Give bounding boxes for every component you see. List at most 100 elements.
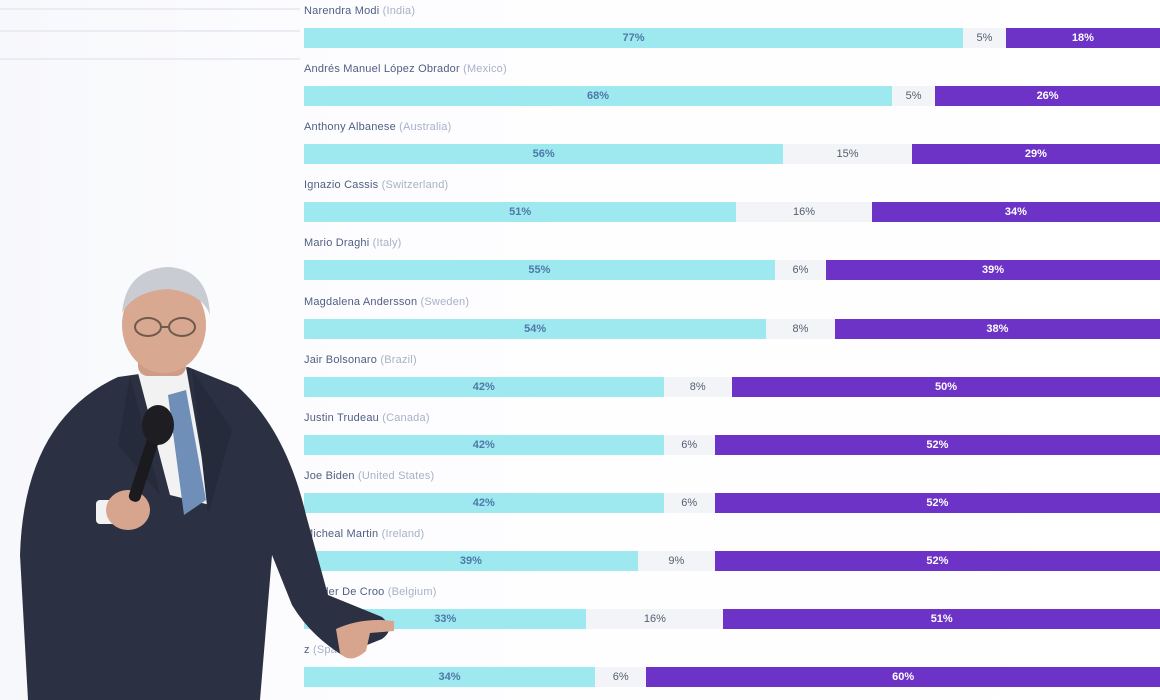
data-label: 39% [982,264,1005,277]
data-label: 6% [681,496,698,509]
leader-name: Jair Bolsonaro [304,353,378,366]
data-label: 16% [793,206,816,219]
disapprove-segment: 60% [646,667,1160,688]
data-label: 42% [472,380,495,393]
data-label: 56% [532,148,555,161]
data-label: 26% [1036,90,1059,103]
leader-country: (Sweden) [417,295,470,308]
leader-name: Narendra Modi [304,5,380,17]
leader-label: Jair Bolsonaro (Brazil) [304,354,417,366]
leader-label: Andrés Manuel López Obrador (Mexico) [304,63,507,75]
disapprove-segment: 52% [714,434,1160,455]
approve-segment: 68% [304,86,892,107]
data-label: 6% [681,438,698,451]
data-label: 5% [976,32,993,44]
data-label: 38% [986,322,1009,335]
data-label: 51% [509,206,532,219]
data-label: 6% [612,671,629,684]
disapprove-segment: 52% [714,550,1160,571]
approve-segment: 51% [304,202,737,223]
neutral-segment: 16% [736,202,872,223]
disapprove-segment: 39% [826,260,1160,281]
leader-name: Anthony Albanese [304,121,396,134]
disapprove-segment: 34% [871,202,1160,223]
data-label: 5% [905,90,922,103]
neutral-segment: 6% [663,434,715,455]
data-label: 15% [836,148,859,161]
approve-segment: 42% [304,434,664,455]
leader-name: Magdalena Andersson [304,295,418,308]
decorative-lines [0,0,300,70]
data-label: 33% [434,613,457,625]
leader-country: (Mexico) [459,63,507,76]
disapprove-segment: 38% [834,318,1160,339]
leader-country: (Canada) [378,411,430,424]
neutral-segment: 5% [891,86,936,107]
approve-segment: 34% [304,667,596,688]
approve-segment: 42% [304,492,664,513]
leader-name: Justin Trudeau [304,411,379,424]
leader-label: Justin Trudeau (Canada) [304,412,430,424]
disapprove-segment: 29% [911,144,1160,165]
leader-name: Ignazio Cassis [304,179,379,192]
approve-segment: 55% [304,260,775,281]
data-label: 8% [792,322,809,335]
neutral-segment: 6% [663,492,715,513]
approve-segment: 39% [304,550,638,571]
data-label: 9% [668,554,685,567]
leader-name: Joe Biden [304,469,355,482]
data-label: 16% [643,613,666,625]
speaker-figure [20,267,394,700]
neutral-segment: 8% [663,376,732,397]
neutral-segment: 9% [637,550,715,571]
disapprove-segment: 18% [1005,28,1160,48]
approve-segment: 77% [304,28,964,48]
leader-label: Joe Biden (United States) [304,470,434,482]
data-label: 50% [934,380,958,393]
leader-country: (Ireland) [378,527,425,540]
leader-country: (Belgium) [384,586,437,598]
leader-name: Andrés Manuel López Obrador [304,63,460,76]
data-label: 51% [930,613,953,625]
neutral-segment: 5% [963,28,1006,48]
data-label: 42% [472,496,495,509]
neutral-segment: 6% [595,667,647,688]
leader-name: Mario Draghi [304,237,370,250]
data-label: 6% [792,264,809,277]
neutral-segment: 8% [766,318,835,339]
leader-label: Magdalena Andersson (Sweden) [304,296,469,308]
data-label: 42% [472,438,495,451]
neutral-segment: 6% [774,260,827,281]
data-label: 29% [1024,148,1047,161]
data-label: 18% [1071,32,1094,44]
leader-country: (Switzerland) [378,179,449,192]
neutral-segment: 15% [783,144,912,165]
data-label: 77% [622,32,645,44]
neutral-segment: 16% [586,609,724,629]
leader-country: (United States) [354,469,435,482]
data-label: 52% [926,554,949,567]
leader-label: Anthony Albanese (Australia) [304,121,451,133]
leader-name: z [304,644,310,657]
leader-label: Ignazio Cassis (Switzerland) [304,179,448,191]
data-label: 55% [528,264,551,277]
leader-name: Micheal Martin [304,527,379,540]
leader-country: (Italy) [369,237,402,250]
disapprove-segment: 26% [935,86,1160,107]
data-label: 39% [459,554,482,567]
data-label: 68% [586,90,609,103]
data-label: 34% [1004,206,1027,219]
data-label: 52% [926,438,949,451]
disapprove-segment: 50% [732,376,1160,397]
approve-segment: 56% [304,144,784,165]
data-label: 52% [926,496,949,509]
data-label: 60% [892,671,915,684]
disapprove-segment: 52% [714,492,1160,513]
leader-label: Mario Draghi (Italy) [304,237,402,249]
leader-label: Narendra Modi (India) [304,5,415,17]
leader-country: (India) [379,5,416,17]
approve-segment: 42% [304,376,664,397]
disapprove-segment: 51% [723,609,1160,629]
data-label: 54% [524,322,547,335]
data-label: 8% [689,380,706,393]
